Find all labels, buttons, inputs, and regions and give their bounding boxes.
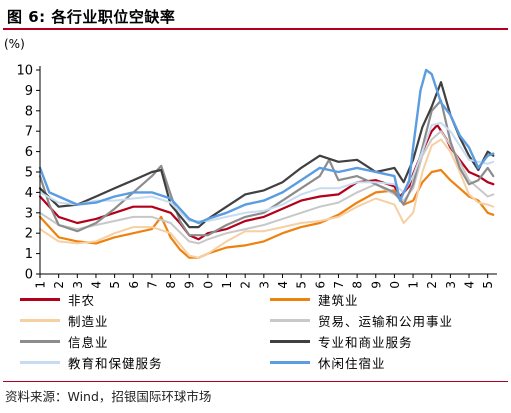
- series-line-6: [38, 81, 495, 229]
- legend-swatch: [270, 297, 310, 301]
- y-tick-label: 1: [25, 247, 33, 262]
- legend-swatch: [270, 318, 310, 322]
- y-axis-unit-label: (%): [4, 37, 25, 51]
- legend-swatch: [20, 297, 60, 301]
- series-line-7: [39, 122, 495, 222]
- x-tick-label: 2014: [276, 281, 290, 288]
- x-tick-label: 2011: [220, 281, 234, 288]
- legend-label: 非农: [68, 292, 96, 308]
- x-tick-label: 2012: [239, 281, 253, 288]
- x-tick-label: 2007: [145, 281, 159, 288]
- y-ticks: 0 1 2 3 4 5 6 7 8 9 10: [16, 64, 40, 283]
- x-tick-label: 2018: [351, 281, 365, 288]
- axes: [39, 66, 497, 275]
- legend-swatch: [270, 360, 310, 364]
- legend: 非农 建筑业制造业 贸易、运输和公用事业信息业 专业和商业服务教育和保健服务 休闲住宿业: [0, 290, 511, 380]
- x-tick-label: 2015: [295, 281, 309, 288]
- x-tick-label: 2002: [52, 281, 66, 288]
- source-note: 资料来源：Wind，招银国际环球市场: [5, 389, 212, 404]
- legend-item-6: 专业和商业服务: [270, 332, 413, 350]
- x-tick-label: 2016: [313, 281, 327, 288]
- y-tick-label: 6: [25, 145, 33, 160]
- y-tick-label: 7: [25, 125, 33, 140]
- y-tick-label: 10: [16, 64, 33, 79]
- series-line-5: [38, 99, 495, 237]
- x-tick-label: 2024: [463, 281, 477, 288]
- legend-label: 建筑业: [318, 292, 359, 308]
- y-tick-label: 3: [25, 206, 33, 221]
- y-tick-label: 5: [25, 166, 33, 181]
- legend-item-8: 休闲住宿业: [270, 353, 386, 371]
- legend-label: 休闲住宿业: [318, 355, 386, 371]
- legend-item-5: 信息业: [20, 332, 109, 350]
- x-tick-label: 2025: [481, 281, 495, 288]
- legend-item-3: 制造业: [20, 311, 109, 329]
- y-tick-label: 8: [25, 104, 33, 119]
- x-tick-label: 2019: [369, 281, 383, 288]
- x-tick-label: 2021: [407, 281, 421, 288]
- y-tick-label: 2: [25, 227, 33, 242]
- figure-title: 图 6: 各行业职位空缺率: [7, 8, 176, 26]
- legend-item-2: 建筑业: [270, 290, 359, 308]
- legend-item-4: 贸易、运输和公用事业: [270, 311, 453, 329]
- x-tick-label: 2013: [257, 281, 271, 288]
- y-tick-label: 4: [25, 186, 33, 201]
- legend-item-1: 非农: [20, 290, 95, 308]
- x-tick-label: 2020: [388, 281, 402, 288]
- legend-label: 专业和商业服务: [318, 334, 413, 350]
- y-tick-label: 9: [25, 84, 33, 99]
- x-tick-label: 2009: [183, 281, 197, 288]
- x-tick-label: 2023: [444, 281, 458, 288]
- series-line-4: [39, 130, 495, 245]
- plot-lines: [38, 68, 495, 259]
- x-tick-label: 2003: [71, 281, 85, 288]
- x-tick-label: 2010: [201, 281, 215, 288]
- series-line-2: [38, 168, 495, 259]
- y-tick-label: 0: [25, 268, 33, 283]
- legend-label: 制造业: [68, 313, 109, 329]
- x-tick-label: 2008: [164, 281, 178, 288]
- x-tick-label: 2004: [89, 281, 103, 288]
- legend-label: 信息业: [68, 334, 109, 350]
- title-divider: [3, 28, 508, 30]
- legend-swatch: [270, 339, 310, 343]
- x-tick-label: 2017: [332, 281, 346, 288]
- legend-swatch: [20, 360, 60, 364]
- series-line-3: [39, 138, 495, 259]
- x-tick-label: 2001: [34, 281, 48, 288]
- legend-swatch: [20, 339, 60, 343]
- legend-item-7: 教育和保健服务: [20, 353, 163, 371]
- legend-swatch: [20, 318, 60, 322]
- legend-label: 教育和保健服务: [68, 355, 163, 371]
- x-ticks: 2001 2002 2003 2004 2005 2006 2007 2008 2009 2010…: [34, 274, 495, 288]
- series-line-8: [38, 68, 495, 225]
- source-divider: [3, 381, 508, 382]
- x-tick-label: 2005: [108, 281, 122, 288]
- figure-header: 图 6: 各行业职位空缺率: [3, 2, 508, 30]
- legend-label: 贸易、运输和公用事业: [318, 313, 454, 329]
- x-tick-label: 2022: [425, 281, 439, 288]
- x-tick-label: 2006: [127, 281, 141, 288]
